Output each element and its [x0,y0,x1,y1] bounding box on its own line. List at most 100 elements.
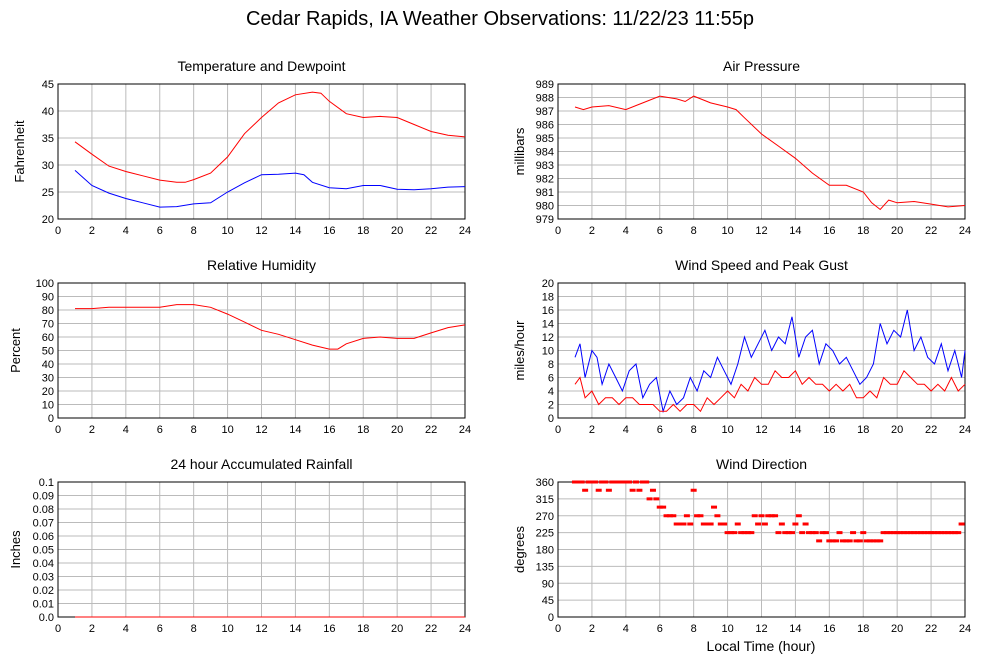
x-tick-label: 6 [157,424,163,436]
data-point [721,522,728,526]
x-tick-label: 0 [555,424,561,436]
data-point [582,488,589,492]
chart-title: 24 hour Accumulated Rainfall [170,456,352,472]
y-tick-label: 985 [536,133,554,145]
x-tick-label: 0 [555,623,561,635]
x-tick-label: 8 [191,623,197,635]
data-point [636,488,643,492]
x-tick-label: 14 [789,424,801,436]
y-axis-label: millibars [512,127,527,175]
data-point [724,531,731,535]
data-point [809,531,816,535]
data-point [860,531,867,535]
data-point [758,514,765,518]
x-tick-label: 14 [789,225,801,237]
x-tick-label: 20 [391,623,403,635]
y-tick-label: 0.1 [39,477,54,489]
data-point [826,539,833,543]
data-point [883,531,890,535]
x-tick-label: 8 [191,225,197,237]
x-tick-label: 24 [959,225,971,237]
x-tick-label: 12 [255,225,267,237]
y-tick-label: 10 [42,400,54,412]
x-tick-label: 10 [721,225,733,237]
series-line-2 [574,369,966,413]
x-tick-label: 16 [823,424,835,436]
y-tick-label: 360 [536,477,554,489]
data-point [578,480,585,484]
data-point [697,514,704,518]
data-point [904,531,911,535]
y-tick-label: 90 [542,578,554,590]
y-tick-label: 50 [42,346,54,358]
data-point [680,522,687,526]
y-tick-label: 8 [548,359,554,371]
y-tick-label: 986 [536,120,554,132]
data-point [643,480,650,484]
y-tick-label: 315 [536,494,554,506]
y-axis-label: miles/hour [512,320,527,381]
x-tick-label: 14 [789,623,801,635]
data-point [894,531,901,535]
data-point [639,480,646,484]
y-tick-label: 30 [42,160,54,172]
data-point [609,480,616,484]
x-tick-label: 2 [89,623,95,635]
x-tick-label: 12 [755,424,767,436]
data-point [795,514,802,518]
y-tick-label: 979 [536,214,554,226]
x-tick-label: 4 [623,225,629,237]
y-tick-label: 0.04 [33,558,54,570]
x-tick-label: 16 [823,225,835,237]
y-tick-label: 40 [42,106,54,118]
y-tick-label: 989 [536,79,554,91]
data-point [670,514,677,518]
data-point [911,531,918,535]
data-point [633,480,640,484]
x-tick-label: 0 [55,424,61,436]
data-point [792,522,799,526]
x-tick-label: 8 [191,424,197,436]
y-tick-label: 20 [42,214,54,226]
data-point [629,488,636,492]
y-tick-label: 25 [42,187,54,199]
chart-title: Air Pressure [723,58,800,74]
data-point [914,531,921,535]
data-point [595,488,602,492]
plot-frame [557,481,966,618]
data-point [653,497,660,501]
y-tick-label: 14 [542,319,554,331]
x-tick-label: 16 [323,225,335,237]
data-point [741,531,748,535]
data-point [704,522,711,526]
y-tick-label: 135 [536,561,554,573]
y-tick-label: 982 [536,174,554,186]
chart-rh: 0 2 4 6 8 10 12 14 16 18 20 22 240102030405060708090… [8,257,471,436]
data-point [656,505,663,509]
data-point [585,480,592,484]
y-tick-label: 18 [542,292,554,304]
data-point [755,522,762,526]
x-tick-label: 10 [721,623,733,635]
data-point [738,531,745,535]
x-tick-label: 8 [691,623,697,635]
y-tick-label: 0 [548,413,554,425]
data-point [768,514,775,518]
y-tick-label: 12 [542,332,554,344]
chart-temp: 0 2 4 6 8 10 12 14 16 18 20 22 24202530354045Tempera… [12,58,471,237]
y-tick-label: 983 [536,160,554,172]
chart-pres: 0 2 4 6 8 10 12 14 16 18 20 22 249799809819829839849… [512,58,971,237]
data-point [819,531,826,535]
y-tick-label: 20 [42,386,54,398]
x-tick-label: 16 [823,623,835,635]
y-tick-label: 0.01 [33,599,54,611]
y-tick-label: 30 [42,373,54,385]
y-tick-label: 100 [36,278,54,290]
chart-title: Relative Humidity [207,257,316,273]
y-tick-label: 0.06 [33,531,54,543]
data-point [683,514,690,518]
data-point [843,539,850,543]
x-tick-label: 2 [589,623,595,635]
data-point [619,480,626,484]
